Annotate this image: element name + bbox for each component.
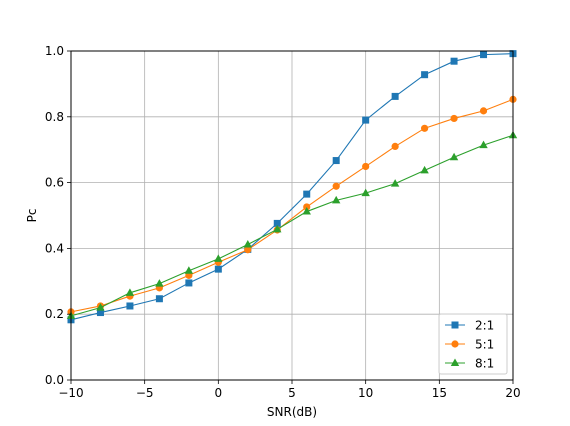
series-layer [66, 50, 518, 324]
data-point [332, 182, 340, 190]
data-point [155, 279, 164, 287]
x-axis: −10 −5 0 5 10 15 20 [58, 380, 521, 400]
data-point [214, 265, 222, 273]
legend: 2:1 5:1 8:1 [438, 313, 508, 375]
data-point [184, 266, 194, 274]
data-point [450, 114, 458, 123]
legend-marker [451, 321, 459, 329]
data-point [450, 57, 458, 65]
legend-label: 5:1 [475, 338, 494, 352]
legend-box [438, 313, 508, 375]
data-point [480, 51, 488, 59]
y-tick-label: 0.2 [45, 307, 64, 321]
y-tick-label: 0.6 [45, 176, 64, 190]
data-point [303, 190, 311, 198]
data-point [390, 179, 400, 187]
data-point [449, 152, 459, 161]
data-point [421, 124, 429, 132]
data-point [244, 246, 252, 254]
x-tick-label: 20 [505, 386, 520, 400]
legend-marker [450, 358, 460, 366]
data-point [273, 219, 281, 227]
x-tick-label: 5 [288, 386, 296, 400]
data-point [96, 309, 104, 317]
x-tick-label: −5 [136, 386, 154, 400]
y-tick-label: 1.0 [45, 44, 64, 58]
x-tick-label: 0 [215, 386, 223, 400]
data-point [126, 302, 134, 310]
legend-label: 2:1 [475, 319, 494, 333]
data-point [421, 71, 429, 79]
data-point [420, 165, 429, 174]
series-line [70, 98, 514, 313]
data-point [479, 107, 488, 115]
x-tick-label: 15 [432, 386, 447, 400]
data-point [214, 254, 223, 262]
data-point [155, 295, 163, 303]
data-point [185, 279, 193, 287]
data-point [391, 92, 399, 100]
data-point [391, 142, 399, 151]
y-axis-label: Pc [25, 209, 39, 223]
data-point [273, 224, 282, 233]
data-point [243, 239, 252, 248]
series-3 [66, 130, 518, 319]
data-point [362, 162, 370, 171]
series-line [70, 53, 514, 321]
data-point [332, 195, 341, 204]
x-tick-label: −10 [58, 386, 83, 400]
data-point [479, 140, 488, 149]
series-line [70, 134, 514, 317]
data-point [362, 116, 370, 124]
series-1 [67, 50, 517, 324]
y-axis: 0.0 0.2 0.4 0.6 0.8 1.0 [45, 44, 71, 387]
data-point [303, 203, 311, 211]
x-tick-label: 10 [358, 386, 373, 400]
legend-label: 8:1 [475, 357, 494, 371]
y-tick-label: 0.8 [45, 110, 64, 124]
data-point [125, 288, 135, 296]
data-point [302, 207, 311, 215]
data-point [332, 157, 340, 165]
y-tick-label: 0.4 [45, 241, 64, 255]
legend-marker [451, 340, 459, 348]
y-tick-label: 0.0 [45, 373, 64, 387]
data-point [361, 188, 370, 197]
data-point [96, 303, 105, 311]
x-axis-label: SNR(dB) [267, 405, 317, 419]
